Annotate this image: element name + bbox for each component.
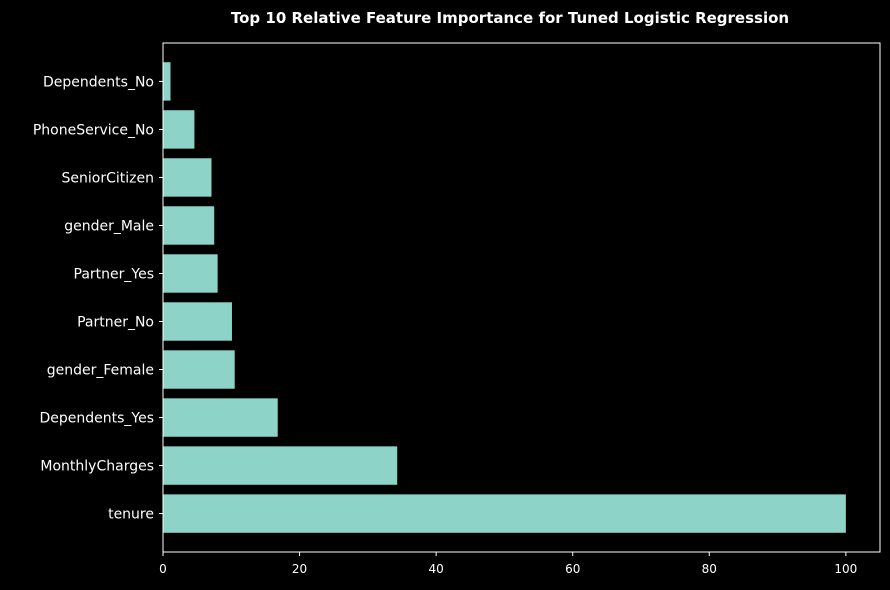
x-axis-ticks: 0 20 40 60 80 100 [159,552,857,576]
chart-title: Top 10 Relative Feature Importance for T… [231,9,789,27]
y-tick-label: gender_Male [64,218,154,234]
bar-tenure [163,494,846,533]
y-tick-label: tenure [108,507,154,523]
x-tick-label: 80 [702,562,717,576]
y-tick-label: Dependents_Yes [39,411,154,427]
plot-frame [162,42,881,553]
axes-frame [162,42,881,553]
x-tick-label: 20 [292,562,307,576]
y-tick-label: Dependents_No [43,74,154,90]
y-tick-label: Partner_No [77,315,154,331]
bar-PhoneService_No [163,110,195,149]
bar-gender_Male [163,206,215,245]
bar-gender_Female [163,350,235,389]
bar-MonthlyCharges [163,446,398,485]
bar-Dependents_No [163,62,171,101]
y-tick-label: Partner_Yes [74,266,154,282]
bar-Partner_Yes [163,254,218,293]
bar-SeniorCitizen [163,158,212,197]
x-tick-label: 100 [834,562,857,576]
bar-Partner_No [163,302,232,341]
x-tick-label: 0 [159,562,167,576]
bar-Dependents_Yes [163,398,278,437]
y-tick-label: gender_Female [47,363,154,379]
y-tick-label: MonthlyCharges [40,459,154,475]
y-tick-label: PhoneService_No [33,122,154,138]
x-tick-label: 60 [565,562,580,576]
bars-group [163,62,846,533]
y-tick-label: SeniorCitizen [62,170,154,186]
x-tick-label: 40 [429,562,444,576]
y-axis-ticks: tenure MonthlyCharges Dependents_Yes gender… [33,74,163,523]
